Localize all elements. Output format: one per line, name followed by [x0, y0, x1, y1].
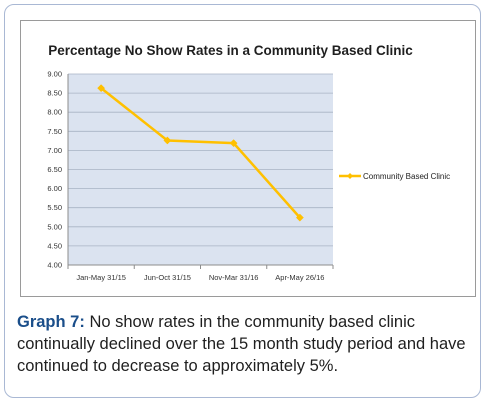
- y-tick-label: 5.50: [47, 203, 62, 212]
- chart-container: Percentage No Show Rates in a Community …: [20, 20, 476, 297]
- y-tick-label: 5.00: [47, 222, 62, 231]
- y-tick-label: 4.00: [47, 261, 62, 270]
- y-tick-label: 9.00: [47, 70, 62, 79]
- figure-frame: Percentage No Show Rates in a Community …: [4, 4, 481, 398]
- data-point: [295, 213, 304, 222]
- x-tick-label: Jan-May 31/15: [76, 273, 126, 282]
- chart-title: Percentage No Show Rates in a Community …: [48, 43, 413, 58]
- x-tick-label: Nov-Mar 31/16: [209, 273, 259, 282]
- x-tick-label: Jun-Oct 31/15: [144, 273, 191, 282]
- y-tick-label: 7.00: [47, 146, 62, 155]
- y-tick-label: 8.50: [47, 89, 62, 98]
- x-tick-label: Apr-May 26/16: [275, 273, 324, 282]
- y-tick-label: 7.50: [47, 127, 62, 136]
- y-tick-label: 6.00: [47, 184, 62, 193]
- legend-label: Community Based Clinic: [363, 172, 450, 181]
- line-chart: Percentage No Show Rates in a Community …: [47, 43, 450, 282]
- data-point: [97, 84, 106, 93]
- y-tick-label: 6.50: [47, 165, 62, 174]
- figure-caption: Graph 7: No show rates in the community …: [17, 311, 483, 377]
- caption-text: No show rates in the community based cli…: [17, 313, 466, 375]
- legend-marker: [347, 173, 353, 179]
- y-tick-label: 4.50: [47, 241, 62, 250]
- y-tick-label: 8.00: [47, 108, 62, 117]
- data-point: [163, 136, 172, 145]
- series-line: [100, 87, 301, 219]
- caption-label: Graph 7:: [17, 313, 85, 331]
- data-point: [229, 139, 238, 148]
